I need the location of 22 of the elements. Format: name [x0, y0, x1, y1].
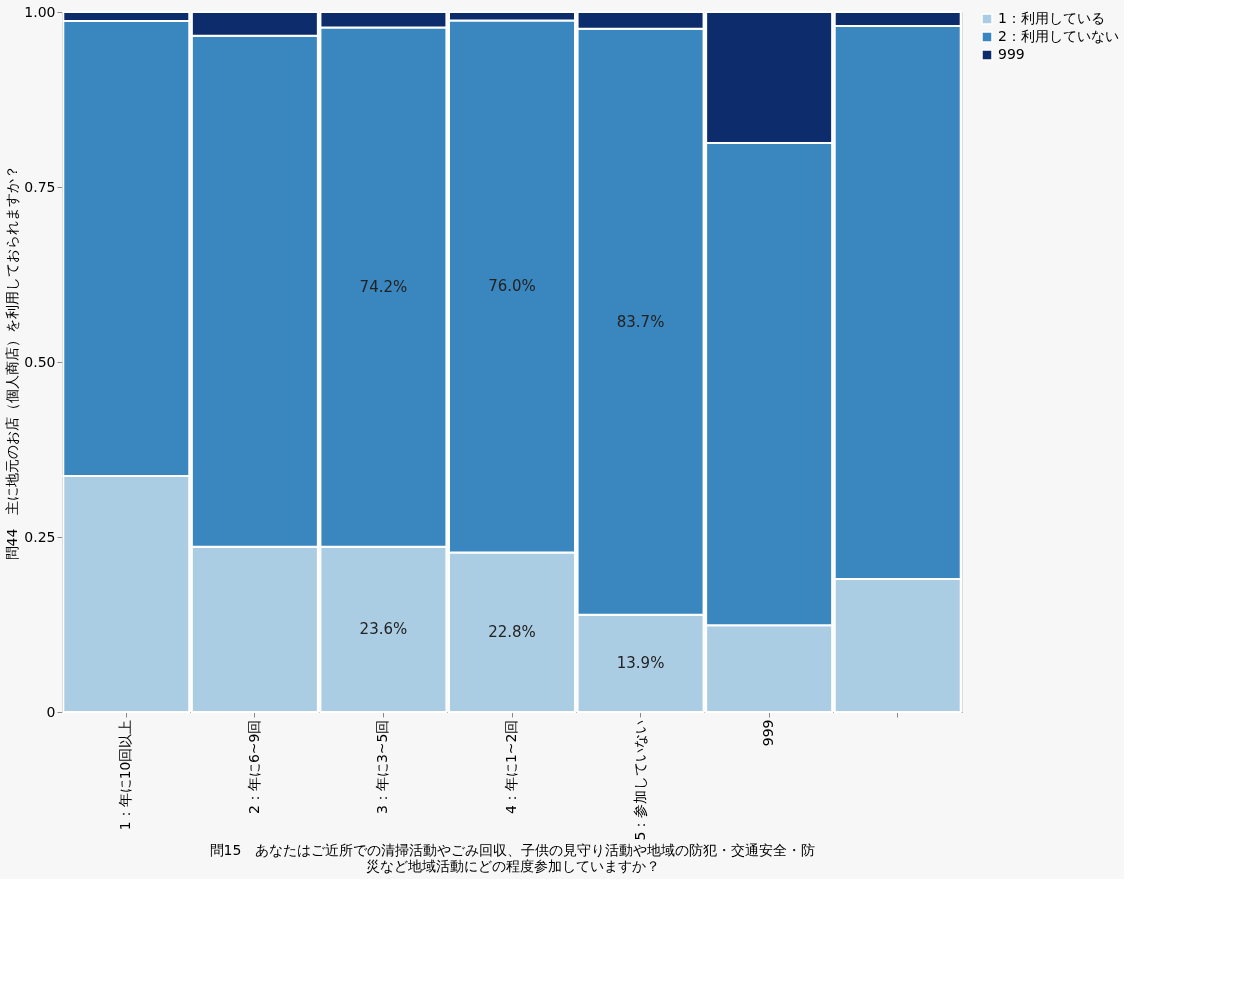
- y-axis-title: 問44 主に地元のお店（個人商店）を利用しておられますか？: [4, 164, 21, 561]
- data-label: 83.7%: [616, 312, 665, 331]
- data-label: 74.2%: [359, 278, 408, 297]
- y-tick-label: 0: [46, 703, 56, 720]
- x-tick-label: 1：年に10回以上: [117, 719, 134, 831]
- legend-label: 999: [998, 46, 1025, 62]
- x-tick-label: 5：参加していない: [631, 719, 648, 841]
- data-label: 22.8%: [488, 623, 536, 642]
- data-label: 76.0%: [488, 277, 536, 296]
- legend-label: 1：利用している: [998, 10, 1105, 26]
- y-tick-label: 0.25: [24, 528, 56, 545]
- x-tick-label: 2：年に6~9回: [245, 719, 262, 814]
- legend-label: 2：利用していない: [998, 28, 1119, 44]
- x-tick-label: 3：年に3~5回: [374, 719, 391, 814]
- y-tick-label: 0.75: [24, 178, 56, 195]
- x-tick-label: 4：年に1~2回: [503, 719, 519, 814]
- y-tick-label: 0.50: [24, 353, 56, 370]
- data-label: 23.6%: [359, 620, 408, 639]
- x-tick-label: 999: [760, 719, 777, 747]
- data-label: 13.9%: [616, 654, 665, 673]
- y-tick-label: 1.00: [24, 3, 56, 20]
- x-axis-title: 問15 あなたはご近所での清掃活動やごみ回収、子供の見守り活動や地域の防犯・交通安全・防災など地域活動にどの程度参加していますか？: [209, 842, 816, 875]
